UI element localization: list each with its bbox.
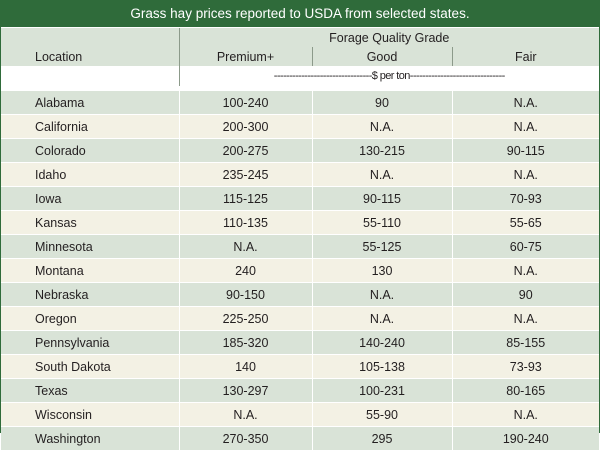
fair-price-cell: 60-75 — [452, 235, 599, 259]
location-cell: Colorado — [1, 139, 179, 163]
fair-price-cell: N.A. — [452, 115, 599, 139]
column-header-fair: Fair — [452, 47, 599, 66]
units-row: --------------------------------$ per to… — [1, 66, 599, 86]
fair-price-cell: 55-65 — [452, 211, 599, 235]
column-header-location: Location — [1, 47, 179, 66]
units-spacer — [1, 66, 179, 86]
good-price-cell: 55-125 — [312, 235, 452, 259]
header-row-group: Forage Quality Grade — [1, 28, 599, 47]
good-price-cell: N.A. — [312, 115, 452, 139]
location-cell: Nebraska — [1, 283, 179, 307]
fair-price-cell: 70-93 — [452, 187, 599, 211]
price-table-panel: Grass hay prices reported to USDA from s… — [0, 0, 600, 433]
good-price-cell: 55-110 — [312, 211, 452, 235]
location-cell: Pennsylvania — [1, 331, 179, 355]
fair-price-cell: N.A. — [452, 259, 599, 283]
premium-price-cell: 140 — [179, 355, 312, 379]
good-price-cell: 295 — [312, 427, 452, 450]
location-cell: California — [1, 115, 179, 139]
fair-price-cell: N.A. — [452, 91, 599, 115]
premium-price-cell: 115-125 — [179, 187, 312, 211]
location-cell: Alabama — [1, 91, 179, 115]
header-row-columns: Location Premium+ Good Fair — [1, 47, 599, 66]
location-cell: Texas — [1, 379, 179, 403]
good-price-cell: N.A. — [312, 307, 452, 331]
premium-price-cell: 110-135 — [179, 211, 312, 235]
fair-price-cell: 90-115 — [452, 139, 599, 163]
fair-price-cell: 90 — [452, 283, 599, 307]
fair-price-cell: 73-93 — [452, 355, 599, 379]
column-header-good: Good — [312, 47, 452, 66]
location-cell: Montana — [1, 259, 179, 283]
location-cell: South Dakota — [1, 355, 179, 379]
premium-price-cell: 270-350 — [179, 427, 312, 450]
good-price-cell: 55-90 — [312, 403, 452, 427]
location-cell: Washington — [1, 427, 179, 450]
fair-price-cell: N.A. — [452, 307, 599, 331]
forage-quality-grade-header: Forage Quality Grade — [179, 28, 599, 47]
good-price-cell: 90 — [312, 91, 452, 115]
premium-price-cell: 100-240 — [179, 91, 312, 115]
premium-price-cell: 200-275 — [179, 139, 312, 163]
fair-price-cell: 80-165 — [452, 379, 599, 403]
units-label: --------------------------------$ per to… — [179, 66, 599, 86]
fair-price-cell: N.A. — [452, 163, 599, 187]
location-cell: Oregon — [1, 307, 179, 331]
premium-price-cell: 200-300 — [179, 115, 312, 139]
premium-price-cell: 185-320 — [179, 331, 312, 355]
good-price-cell: 100-231 — [312, 379, 452, 403]
premium-price-cell: 225-250 — [179, 307, 312, 331]
location-cell: Minnesota — [1, 235, 179, 259]
header-spacer — [1, 28, 179, 47]
premium-price-cell: 240 — [179, 259, 312, 283]
good-price-cell: N.A. — [312, 163, 452, 187]
good-price-cell: 130 — [312, 259, 452, 283]
premium-price-cell: 90-150 — [179, 283, 312, 307]
premium-price-cell: N.A. — [179, 403, 312, 427]
column-header-premium: Premium+ — [179, 47, 312, 66]
premium-price-cell: 235-245 — [179, 163, 312, 187]
good-price-cell: N.A. — [312, 283, 452, 307]
good-price-cell: 90-115 — [312, 187, 452, 211]
hay-price-table: Forage Quality Grade Location Premium+ G… — [1, 28, 599, 450]
fair-price-cell: 85-155 — [452, 331, 599, 355]
location-cell: Idaho — [1, 163, 179, 187]
fair-price-cell: N.A. — [452, 403, 599, 427]
good-price-cell: 105-138 — [312, 355, 452, 379]
premium-price-cell: 130-297 — [179, 379, 312, 403]
table-title: Grass hay prices reported to USDA from s… — [1, 1, 599, 28]
location-cell: Kansas — [1, 211, 179, 235]
premium-price-cell: N.A. — [179, 235, 312, 259]
good-price-cell: 130-215 — [312, 139, 452, 163]
good-price-cell: 140-240 — [312, 331, 452, 355]
location-cell: Wisconsin — [1, 403, 179, 427]
location-cell: Iowa — [1, 187, 179, 211]
fair-price-cell: 190-240 — [452, 427, 599, 450]
